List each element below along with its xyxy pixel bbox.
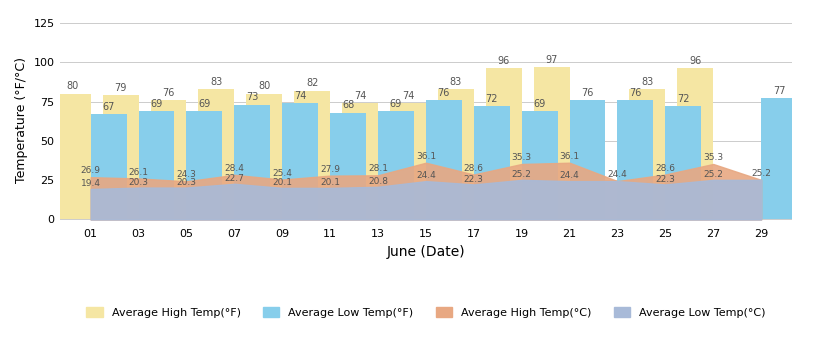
Bar bbox=[55, 94, 90, 219]
Text: 73: 73 bbox=[247, 92, 258, 102]
Text: 20.3: 20.3 bbox=[129, 178, 149, 187]
Text: 76: 76 bbox=[163, 88, 174, 98]
Text: 77: 77 bbox=[773, 86, 785, 96]
Bar bbox=[103, 95, 139, 219]
Text: 24.4: 24.4 bbox=[608, 170, 627, 179]
Text: 68: 68 bbox=[342, 100, 354, 110]
Text: 20.1: 20.1 bbox=[320, 178, 340, 187]
Text: 28.6: 28.6 bbox=[656, 164, 676, 173]
Bar bbox=[677, 68, 713, 219]
Bar bbox=[426, 100, 461, 219]
Text: 80: 80 bbox=[66, 81, 79, 91]
Text: 28.1: 28.1 bbox=[368, 164, 388, 173]
Text: 28.6: 28.6 bbox=[464, 164, 484, 173]
Bar bbox=[150, 100, 187, 219]
Text: 35.3: 35.3 bbox=[511, 153, 532, 162]
Bar bbox=[629, 89, 666, 219]
Text: 22.7: 22.7 bbox=[224, 174, 244, 183]
Bar bbox=[247, 94, 282, 219]
Bar bbox=[342, 103, 378, 219]
Text: 20.8: 20.8 bbox=[368, 177, 388, 186]
Bar bbox=[522, 111, 558, 219]
Text: 96: 96 bbox=[497, 56, 510, 66]
Text: 25.2: 25.2 bbox=[703, 170, 723, 179]
Text: 19.4: 19.4 bbox=[81, 179, 100, 188]
Bar bbox=[761, 98, 797, 219]
Bar bbox=[234, 105, 271, 219]
Text: 79: 79 bbox=[115, 83, 127, 93]
Bar bbox=[474, 106, 510, 219]
Text: 83: 83 bbox=[450, 77, 462, 87]
Bar bbox=[569, 100, 605, 219]
Text: 80: 80 bbox=[258, 81, 271, 91]
Text: 25.4: 25.4 bbox=[272, 169, 292, 178]
Text: 74: 74 bbox=[402, 91, 414, 101]
Bar bbox=[438, 89, 474, 219]
Bar bbox=[187, 111, 222, 219]
Text: 26.1: 26.1 bbox=[129, 168, 149, 177]
Text: 76: 76 bbox=[629, 88, 642, 98]
Bar bbox=[378, 111, 414, 219]
Bar bbox=[534, 67, 569, 219]
Bar bbox=[294, 90, 330, 219]
Text: 97: 97 bbox=[545, 55, 558, 64]
Text: 36.1: 36.1 bbox=[559, 152, 579, 161]
Legend: Average High Temp(°F), Average Low Temp(°F), Average High Temp(°C), Average Low : Average High Temp(°F), Average Low Temp(… bbox=[81, 303, 770, 323]
Bar bbox=[390, 103, 426, 219]
Text: 24.3: 24.3 bbox=[177, 171, 197, 180]
Text: 69: 69 bbox=[150, 98, 163, 109]
Text: 76: 76 bbox=[581, 88, 593, 98]
Bar bbox=[90, 114, 127, 219]
Text: 22.3: 22.3 bbox=[464, 174, 484, 184]
Text: 24.4: 24.4 bbox=[559, 171, 579, 180]
Text: 76: 76 bbox=[437, 88, 450, 98]
X-axis label: June (Date): June (Date) bbox=[387, 245, 465, 258]
Text: 28.4: 28.4 bbox=[224, 164, 244, 173]
Text: 35.3: 35.3 bbox=[703, 153, 723, 162]
Text: 26.9: 26.9 bbox=[81, 166, 100, 175]
Bar bbox=[618, 100, 653, 219]
Bar bbox=[486, 68, 522, 219]
Text: 83: 83 bbox=[642, 77, 653, 87]
Bar bbox=[198, 89, 234, 219]
Text: 96: 96 bbox=[689, 56, 701, 66]
Text: 72: 72 bbox=[486, 94, 498, 104]
Y-axis label: Temperature (°F/°C): Temperature (°F/°C) bbox=[15, 56, 28, 182]
Text: 82: 82 bbox=[306, 78, 319, 88]
Text: 69: 69 bbox=[534, 98, 546, 109]
Text: 36.1: 36.1 bbox=[416, 152, 436, 161]
Text: 69: 69 bbox=[390, 98, 402, 109]
Text: 25.2: 25.2 bbox=[512, 170, 531, 179]
Text: 27.9: 27.9 bbox=[320, 165, 340, 174]
Text: 20.1: 20.1 bbox=[272, 178, 292, 187]
Bar bbox=[282, 103, 318, 219]
Text: 69: 69 bbox=[198, 98, 211, 109]
Text: 74: 74 bbox=[294, 91, 306, 101]
Bar bbox=[139, 111, 174, 219]
Text: 67: 67 bbox=[102, 102, 115, 112]
Bar bbox=[666, 106, 701, 219]
Text: 72: 72 bbox=[677, 94, 690, 104]
Text: 22.3: 22.3 bbox=[656, 174, 676, 184]
Bar bbox=[330, 113, 366, 219]
Text: 24.4: 24.4 bbox=[416, 171, 436, 180]
Text: 25.2: 25.2 bbox=[751, 169, 771, 178]
Text: 74: 74 bbox=[354, 91, 366, 101]
Text: 20.3: 20.3 bbox=[177, 178, 197, 187]
Text: 83: 83 bbox=[210, 77, 222, 87]
